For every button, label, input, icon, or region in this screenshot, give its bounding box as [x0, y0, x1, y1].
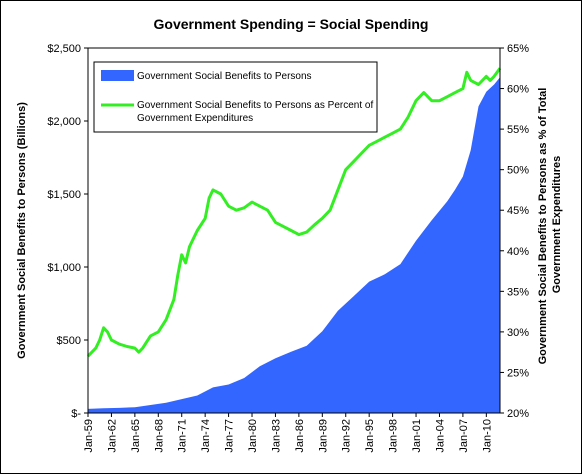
y-tick-label: $2,000 — [47, 116, 81, 128]
x-tick-label: Jan-86 — [294, 419, 306, 453]
area-series-layer — [88, 77, 500, 413]
y2-tick-label: 40% — [507, 246, 529, 258]
legend-label-percent-line-1: Government Social Benefits to Persons as… — [137, 100, 373, 111]
x-tick-label: Jan-59 — [83, 419, 95, 453]
left-axis: $- $500 $1,000 $1,500 $2,000 $2,500 — [47, 43, 88, 420]
y2-tick-label: 30% — [507, 327, 529, 339]
y2-tick-label: 20% — [507, 408, 529, 420]
y-tick-label: $- — [71, 408, 81, 420]
y2-tick-label: 55% — [507, 124, 529, 136]
y-tick-label: $1,000 — [47, 262, 81, 274]
y2-tick-label: 50% — [507, 165, 529, 177]
x-tick-label: Jan-80 — [247, 419, 259, 453]
plot-area-border — [87, 47, 501, 414]
y2-tick-label: 60% — [507, 84, 529, 96]
x-axis: Jan-59 Jan-62 Jan-65 Jan-68 Jan-71 Jan-74 Jan-… — [83, 413, 493, 453]
line-series-layer — [86, 67, 502, 358]
y2-tick-label: 45% — [507, 205, 529, 217]
y-tick-label: $500 — [57, 335, 81, 347]
x-tick-label: Jan-89 — [317, 419, 329, 453]
x-tick-label: Jan-04 — [434, 419, 446, 453]
x-tick-label: Jan-98 — [388, 419, 400, 453]
y2-axis-label-line-1: Government Social Benefits to Persons as… — [537, 88, 549, 365]
x-tick-label: Jan-71 — [177, 419, 189, 453]
x-tick-label: Jan-62 — [106, 419, 118, 453]
right-axis: 20% 25% 30% 35% 40% 45% 50% 55% 60% 65% — [500, 43, 529, 420]
x-tick-label: Jan-74 — [200, 419, 212, 453]
x-tick-label: Jan-92 — [341, 419, 353, 453]
x-tick-label: Jan-77 — [224, 419, 236, 453]
legend-label-percent: Government Social Benefits to Persons as… — [137, 100, 373, 124]
series-percent-line — [86, 67, 502, 358]
legend-box — [93, 61, 378, 133]
y2-axis-label: Government Social Benefits to Persons as… — [537, 85, 563, 365]
y2-tick-label: 25% — [507, 367, 529, 379]
x-tick-label: Jan-65 — [130, 419, 142, 453]
legend-swatch-benefits — [101, 70, 134, 81]
x-tick-label: Jan-07 — [458, 419, 470, 453]
x-tick-label: Jan-83 — [270, 419, 282, 453]
x-tick-label: Jan-68 — [153, 419, 165, 453]
legend-label-benefits: Government Social Benefits to Persons — [137, 71, 312, 82]
y-axis-label: Government Social Benefits to Persons (B… — [16, 102, 28, 359]
y2-axis-label-line-2: Government Expenditures — [551, 156, 563, 294]
y2-tick-label: 65% — [507, 43, 529, 55]
x-tick-label: Jan-95 — [364, 419, 376, 453]
legend-label-percent-line-2: Government Expenditures — [137, 113, 253, 124]
x-tick-label: Jan-10 — [481, 419, 493, 453]
y-tick-label: $1,500 — [47, 189, 81, 201]
y2-tick-label: 35% — [507, 286, 529, 298]
y-tick-label: $2,500 — [47, 43, 81, 55]
chart-title: Government Spending = Social Spending — [154, 16, 429, 32]
x-tick-label: Jan-01 — [411, 419, 423, 453]
legend: Government Social Benefits to Persons Go… — [93, 61, 378, 133]
series-benefits-area — [88, 77, 500, 413]
